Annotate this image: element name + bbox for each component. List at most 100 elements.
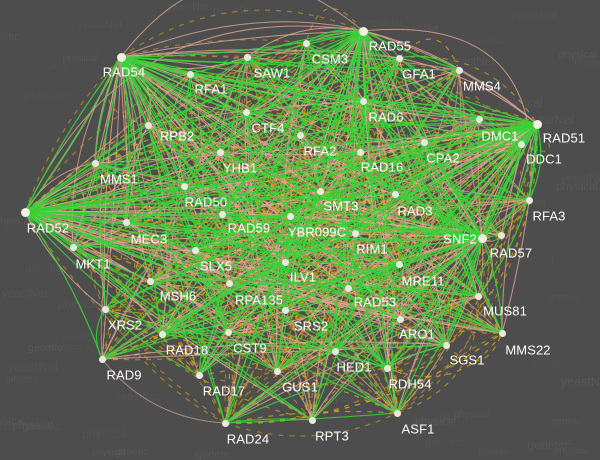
network-node-rfa1[interactable] [186,70,194,78]
network-node-xrs2[interactable] [101,305,109,313]
edge-physical [194,249,503,334]
watermark-text: physical [293,74,331,86]
edge-genetic [24,30,364,213]
network-node-rpa135[interactable] [225,279,233,287]
edge-genetic [398,56,538,125]
edge-yeastNet [221,213,503,334]
network-node-rad52[interactable] [20,207,30,217]
edge-yeastNet [394,193,483,239]
network-node-cpa2[interactable] [420,138,428,146]
network-node-yhb1[interactable] [216,148,224,156]
network-node-ybr099c[interactable] [286,212,294,220]
edge-yeastNet [72,30,364,248]
network-node-rad3[interactable] [391,190,399,198]
edge-genetic [120,56,230,284]
edge-yeastNet [362,57,400,102]
network-node-srs2[interactable] [281,306,289,314]
network-node-cst9[interactable] [224,328,232,336]
edge-genetic [224,332,503,424]
network-node-rad16[interactable] [356,148,364,156]
edge-yeastNet [161,263,400,335]
network-node-mkt1[interactable] [69,243,77,251]
edge-physical [147,124,401,320]
edge-yeastNet [224,344,447,424]
network-node-ctf4[interactable] [242,108,250,116]
network-node-rad9[interactable] [98,355,106,363]
network-node-mms22[interactable] [498,329,506,337]
edge-yeastNet [477,123,538,297]
edge-yeastNet [224,318,401,424]
network-node-sgs1[interactable] [442,341,450,349]
network-node-aro1[interactable] [396,315,404,323]
edge-yeastNet [24,111,247,213]
network-node-dmc1[interactable] [475,115,483,123]
edge-yeastNet [120,56,223,215]
edge-yeastNet [24,211,483,239]
network-node-mus81[interactable] [474,292,482,300]
network-node-rfa2[interactable] [296,131,304,139]
watermark-text: physical [0,416,26,429]
network-node-rad54[interactable] [116,52,126,62]
edge-yeastNet [319,190,400,265]
network-node-rad59[interactable] [218,210,226,218]
network-node-ilv1[interactable] [281,258,289,266]
edge-genetic [305,7,364,44]
edge-yeastNet [104,308,229,335]
edge-physical [276,342,447,372]
network-node-rad51[interactable] [532,119,542,129]
edge-yeastNet [24,211,163,335]
edge-yeastNet [120,30,364,58]
network-node-rad17[interactable] [195,371,203,379]
network-node-rad50[interactable] [180,182,188,190]
network-node-asf1[interactable] [393,409,401,417]
watermark-text: yeastNet [415,413,461,426]
edge-genetic [189,56,248,83]
network-node-mms1[interactable] [91,159,99,167]
network-node-rad24[interactable] [221,419,229,427]
edge-yeastNet [194,123,538,251]
edge-yeastNet [24,56,122,213]
node-label-rad52: RAD52 [26,220,70,236]
edge-physical [120,56,301,136]
network-node-saw1[interactable] [243,53,251,61]
edge-yeastNet [120,56,480,120]
edge-physical [219,151,313,421]
edge-yeastNet [125,221,400,265]
edge-yeastNet [334,350,398,414]
edge-genetic [221,200,502,236]
network-node-rpb2[interactable] [144,121,152,129]
network-node-rdh54[interactable] [383,364,391,372]
edge-yeastNet [101,190,321,360]
network-node-rad18[interactable] [158,330,166,338]
network-node-slx5[interactable] [191,246,199,254]
network-node-snf2[interactable] [477,233,487,243]
network-node-mms4[interactable] [455,66,463,74]
edge-genetic [24,57,400,213]
network-node-gfa1[interactable] [395,54,403,62]
node-label-rad3: RAD3 [397,203,433,219]
network-node-rpt3[interactable] [308,416,316,424]
edge-genetic [396,199,530,414]
edge-physical [398,123,538,265]
network-node-rad53[interactable] [344,284,352,292]
network-node-hed1[interactable] [331,347,339,355]
network-node-gus1[interactable] [273,367,281,375]
edge-yeastNet [24,211,400,265]
edge-yeastNet [396,237,483,414]
edge-genetic [445,332,503,362]
network-node-rad55[interactable] [358,26,368,36]
network-node-mre11[interactable] [395,260,403,268]
network-node-rfa3[interactable] [525,196,533,204]
network-node-rim1[interactable] [351,229,359,237]
network-node-rad57[interactable] [497,231,505,239]
network-node-msh6[interactable] [146,277,154,285]
network-node-mec3[interactable] [122,218,130,226]
edge-physical [399,295,479,320]
edge-yeastNet [362,100,479,297]
network-node-smt3[interactable] [316,187,324,195]
network-node-csm3[interactable] [302,39,310,47]
network-node-ddc1[interactable] [517,140,525,148]
network-node-rad6[interactable] [359,97,367,105]
